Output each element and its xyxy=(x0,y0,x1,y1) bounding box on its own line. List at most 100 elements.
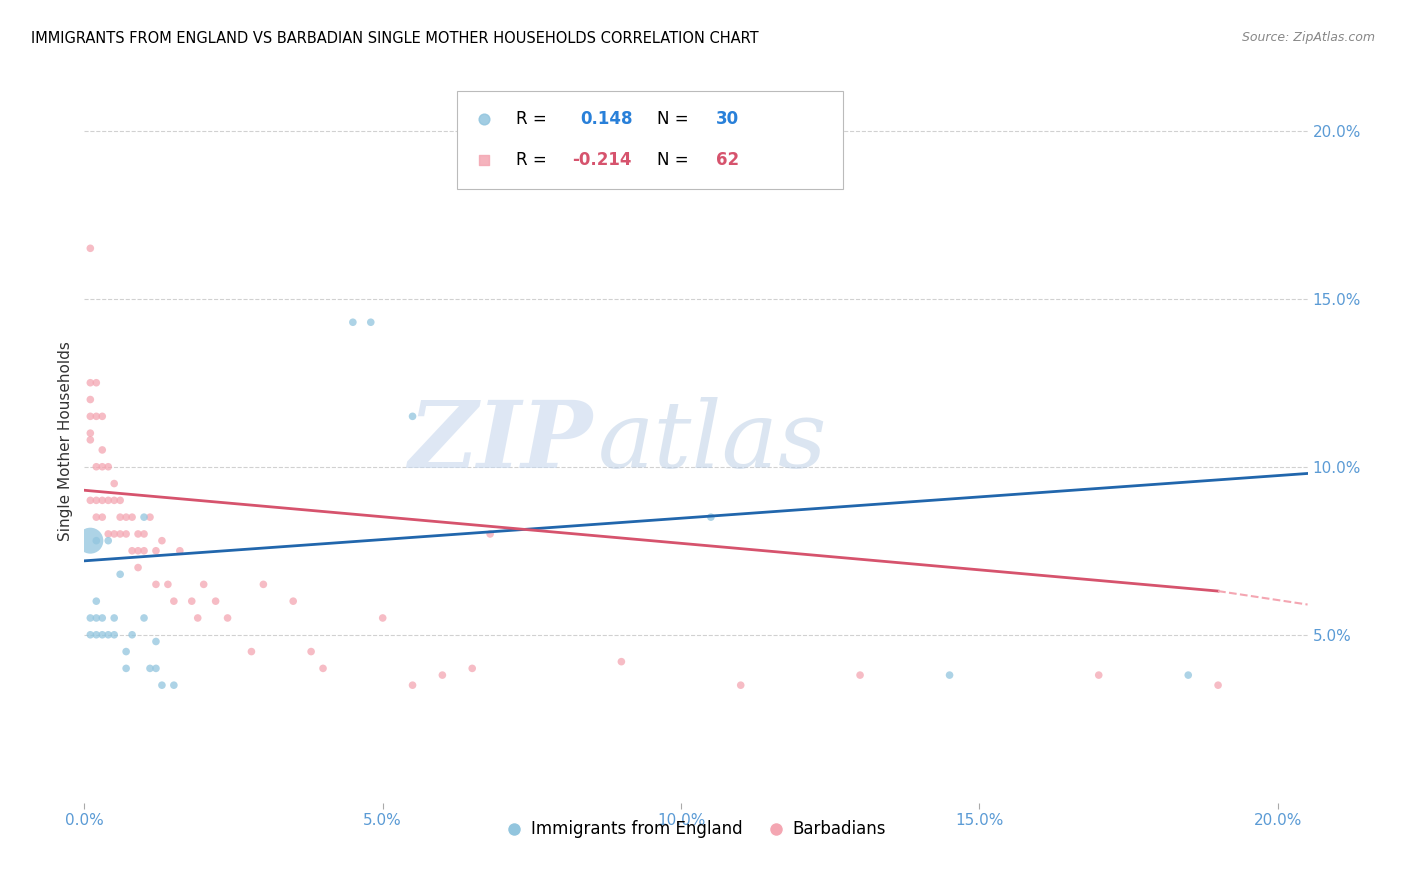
Point xyxy=(1177,668,1199,682)
Point xyxy=(204,594,226,608)
Point xyxy=(84,459,107,474)
Text: 62: 62 xyxy=(716,151,738,169)
Point xyxy=(700,510,723,524)
Point xyxy=(91,459,114,474)
Text: R =: R = xyxy=(516,151,553,169)
Point xyxy=(91,510,114,524)
Point xyxy=(401,678,423,692)
Text: ZIP: ZIP xyxy=(408,397,592,486)
Point xyxy=(79,241,101,255)
Point xyxy=(121,510,143,524)
Text: 30: 30 xyxy=(716,110,738,128)
Point xyxy=(79,376,101,390)
Point xyxy=(938,668,960,682)
Text: -0.214: -0.214 xyxy=(572,151,631,169)
Legend: Immigrants from England, Barbadians: Immigrants from England, Barbadians xyxy=(499,814,893,845)
Point xyxy=(145,634,167,648)
Point xyxy=(115,527,138,541)
Point xyxy=(360,315,382,329)
Point xyxy=(163,678,186,692)
Point xyxy=(240,644,263,658)
Point xyxy=(91,493,114,508)
Text: N =: N = xyxy=(657,110,693,128)
Point xyxy=(97,493,120,508)
Point xyxy=(127,560,149,574)
Point xyxy=(84,376,107,390)
Point xyxy=(1087,668,1109,682)
Text: atlas: atlas xyxy=(598,397,828,486)
Point xyxy=(103,493,125,508)
Point xyxy=(108,510,131,524)
Point xyxy=(145,543,167,558)
Point xyxy=(115,644,138,658)
Point xyxy=(180,594,202,608)
Point xyxy=(79,611,101,625)
Text: N =: N = xyxy=(657,151,693,169)
Point xyxy=(79,409,101,424)
Point xyxy=(108,493,131,508)
Point xyxy=(342,315,364,329)
Point xyxy=(139,661,162,675)
Point xyxy=(132,611,155,625)
Point xyxy=(610,655,633,669)
Point xyxy=(79,426,101,441)
Point xyxy=(79,533,101,548)
Point xyxy=(371,611,394,625)
Point xyxy=(91,409,114,424)
Point xyxy=(432,668,454,682)
Point xyxy=(103,527,125,541)
Point xyxy=(127,527,149,541)
Point xyxy=(299,644,322,658)
Point xyxy=(91,628,114,642)
Text: R =: R = xyxy=(516,110,553,128)
Point xyxy=(97,527,120,541)
Point xyxy=(163,594,186,608)
Point xyxy=(187,611,209,625)
Point xyxy=(121,628,143,642)
Point xyxy=(121,543,143,558)
Point xyxy=(150,533,173,548)
Text: 0.148: 0.148 xyxy=(579,110,633,128)
Point xyxy=(132,543,155,558)
Point xyxy=(79,433,101,447)
Point xyxy=(169,543,191,558)
Point xyxy=(145,577,167,591)
Point xyxy=(252,577,274,591)
Point xyxy=(401,409,423,424)
Point xyxy=(103,476,125,491)
Point xyxy=(103,611,125,625)
Text: Source: ZipAtlas.com: Source: ZipAtlas.com xyxy=(1241,31,1375,45)
Point xyxy=(115,510,138,524)
Text: IMMIGRANTS FROM ENGLAND VS BARBADIAN SINGLE MOTHER HOUSEHOLDS CORRELATION CHART: IMMIGRANTS FROM ENGLAND VS BARBADIAN SIN… xyxy=(31,31,759,46)
Point xyxy=(91,442,114,457)
Point xyxy=(84,594,107,608)
Point xyxy=(156,577,179,591)
Point xyxy=(312,661,335,675)
Point xyxy=(84,533,107,548)
Point xyxy=(84,611,107,625)
Y-axis label: Single Mother Households: Single Mother Households xyxy=(58,342,73,541)
Point xyxy=(97,459,120,474)
Point xyxy=(108,567,131,582)
Point xyxy=(132,510,155,524)
Point xyxy=(79,493,101,508)
Point xyxy=(132,527,155,541)
Point xyxy=(139,510,162,524)
Point xyxy=(1206,678,1229,692)
Point xyxy=(79,628,101,642)
Point xyxy=(79,392,101,407)
Point xyxy=(91,611,114,625)
Point xyxy=(479,527,502,541)
Point xyxy=(193,577,215,591)
Point xyxy=(103,628,125,642)
Point xyxy=(84,409,107,424)
Point xyxy=(97,628,120,642)
Point xyxy=(127,543,149,558)
Point xyxy=(84,628,107,642)
Point xyxy=(97,533,120,548)
FancyBboxPatch shape xyxy=(457,91,842,189)
Point xyxy=(145,661,167,675)
Point xyxy=(283,594,305,608)
Point xyxy=(108,527,131,541)
Point xyxy=(217,611,239,625)
